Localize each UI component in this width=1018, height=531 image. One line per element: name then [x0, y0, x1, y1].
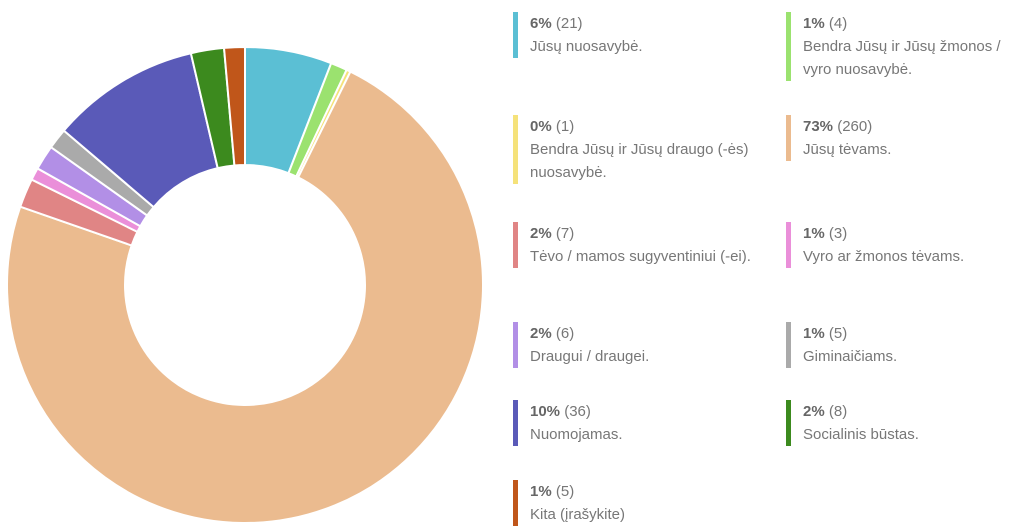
legend-item: 2% (8) Socialinis būstas.: [786, 400, 1018, 446]
legend-percent: 1%: [803, 15, 825, 32]
legend-label: Draugui / draugei.: [530, 348, 650, 365]
legend-item: 10% (36) Nuomojamas.: [513, 400, 780, 446]
legend-swatch: [513, 480, 518, 526]
legend-label: Giminaičiams.: [803, 348, 898, 365]
legend-label: Jūsų nuosavybė.: [530, 38, 643, 55]
legend-value-line: 2% (6): [530, 322, 780, 345]
legend-label: Vyro ar žmonos tėvams.: [803, 248, 965, 265]
legend-percent: 1%: [803, 225, 825, 242]
legend-text: 6% (21) Jūsų nuosavybė.: [530, 12, 780, 58]
legend-text: 1% (4) Bendra Jūsų ir Jūsų žmonos / vyro …: [803, 12, 1018, 81]
legend-percent: 10%: [530, 403, 561, 420]
legend-percent: 1%: [803, 325, 825, 342]
legend-item: 2% (6) Draugui / draugei.: [513, 322, 780, 368]
legend-value-line: 1% (5): [530, 480, 780, 503]
slice: [222, 45, 246, 167]
legend-item: 1% (4) Bendra Jūsų ir Jūsų žmonos / vyro …: [786, 12, 1018, 81]
legend-value-line: 10% (36): [530, 400, 780, 423]
legend-count: (5): [828, 325, 848, 342]
legend-value-line: 1% (4): [803, 12, 1018, 35]
legend-label: Bendra Jūsų ir Jūsų draugo (-ės) nuosavy…: [530, 141, 749, 181]
legend-label: Tėvo / mamos sugyventiniui (-ei).: [530, 248, 751, 265]
legend-count: (36): [564, 403, 591, 420]
legend-value-line: 2% (7): [530, 222, 780, 245]
legend-label: Socialinis būstas.: [803, 426, 919, 443]
legend-count: (21): [555, 15, 583, 32]
legend-item: 0% (1) Bendra Jūsų ir Jūsų draugo (-ės) n…: [513, 115, 780, 184]
legend-label: Nuomojamas.: [530, 426, 623, 443]
legend-value-line: 0% (1): [530, 115, 780, 138]
legend-item: 1% (5) Giminaičiams.: [786, 322, 1018, 368]
legend-text: 1% (5) Giminaičiams.: [803, 322, 1018, 368]
legend-count: (5): [555, 483, 575, 500]
legend-label: Kita (įrašykite): [530, 506, 626, 523]
legend-item: 6% (21) Jūsų nuosavybė.: [513, 12, 780, 58]
legend-count: (8): [828, 403, 848, 420]
legend-swatch: [786, 322, 791, 368]
legend-value-line: 73% (260): [803, 115, 1018, 138]
legend-text: 2% (7) Tėvo / mamos sugyventiniui (-ei).: [530, 222, 780, 268]
legend-item: 1% (3) Vyro ar žmonos tėvams.: [786, 222, 1018, 268]
legend-text: 73% (260) Jūsų tėvams.: [803, 115, 1018, 161]
slice: [6, 70, 484, 524]
legend-percent: 0%: [530, 118, 552, 135]
legend-percent: 2%: [803, 403, 825, 420]
legend-swatch: [513, 12, 518, 58]
legend-value-line: 1% (3): [803, 222, 1018, 245]
legend-text: 1% (3) Vyro ar žmonos tėvams.: [803, 222, 1018, 268]
legend-percent: 2%: [530, 225, 552, 242]
legend-text: 0% (1) Bendra Jūsų ir Jūsų draugo (-ės) n…: [530, 115, 780, 184]
legend-count: (7): [555, 225, 575, 242]
legend-percent: 1%: [530, 483, 552, 500]
legend-text: 2% (6) Draugui / draugei.: [530, 322, 780, 368]
legend-text: 2% (8) Socialinis būstas.: [803, 400, 1018, 446]
legend-label: Bendra Jūsų ir Jūsų žmonos / vyro nuosav…: [803, 38, 1001, 78]
legend-swatch: [786, 12, 791, 81]
legend-value-line: 1% (5): [803, 322, 1018, 345]
legend-swatch: [786, 115, 791, 161]
legend-percent: 2%: [530, 325, 552, 342]
legend-text: 10% (36) Nuomojamas.: [530, 400, 780, 446]
legend-swatch: [513, 222, 518, 268]
legend-value-line: 2% (8): [803, 400, 1018, 423]
legend-value-line: 6% (21): [530, 12, 780, 35]
donut-chart: [6, 45, 484, 524]
legend-item: 73% (260) Jūsų tėvams.: [786, 115, 1018, 161]
legend-swatch: [786, 222, 791, 268]
legend-count: (260): [837, 118, 873, 135]
legend-item: 1% (5) Kita (įrašykite): [513, 480, 780, 526]
legend-swatch: [786, 400, 791, 446]
legend-count: (3): [828, 225, 848, 242]
legend-text: 1% (5) Kita (įrašykite): [530, 480, 780, 526]
legend-item: 2% (7) Tėvo / mamos sugyventiniui (-ei).: [513, 222, 780, 268]
legend-count: (4): [828, 15, 848, 32]
legend-percent: 73%: [803, 118, 834, 135]
legend-count: (6): [555, 325, 575, 342]
legend-percent: 6%: [530, 15, 552, 32]
legend-swatch: [513, 322, 518, 368]
legend-swatch: [513, 115, 518, 184]
legend-count: (1): [555, 118, 575, 135]
legend-label: Jūsų tėvams.: [803, 141, 892, 158]
legend-swatch: [513, 400, 518, 446]
